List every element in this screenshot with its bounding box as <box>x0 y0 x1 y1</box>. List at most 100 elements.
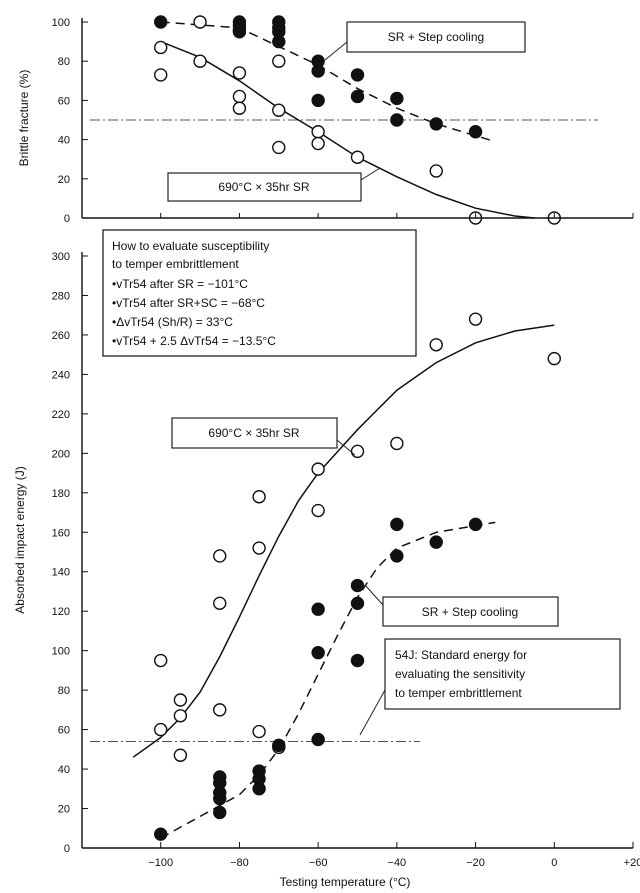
bottom-fit-curves <box>132 324 555 839</box>
y-tick-label: 260 <box>52 330 70 342</box>
open-data-point <box>173 693 188 707</box>
open-data-point <box>252 541 266 555</box>
filled-data-point <box>468 517 483 532</box>
eval-line-2: to temper embrittlement <box>112 257 239 271</box>
y-tick-label: 280 <box>52 290 70 302</box>
open-data-point <box>154 68 168 82</box>
filled-data-point <box>390 517 404 532</box>
open-data-point <box>193 54 207 68</box>
note-line-3: to temper embrittlement <box>395 686 522 700</box>
eval-line-6: •vTr54 + 2.5 ΔvTr54 = −13.5°C <box>112 334 276 348</box>
filled-data-point <box>350 578 365 593</box>
y-tick-label: 40 <box>58 135 70 147</box>
eval-line-4: •vTr54 after SR+SC = −68°C <box>112 296 265 310</box>
open-data-point <box>429 338 443 352</box>
filled-data-point <box>311 732 325 747</box>
bottom-y-axis-title: Absorbed impact energy (J) <box>13 466 27 613</box>
x-tick-label: −80 <box>230 857 249 869</box>
y-tick-label: 140 <box>52 567 70 579</box>
filled-data-point <box>350 596 365 611</box>
filled-data-point <box>311 64 325 78</box>
filled-data-point <box>311 602 325 616</box>
x-tick-label: −100 <box>148 857 173 869</box>
x-tick-label: −40 <box>388 857 407 869</box>
filled-data-point <box>311 93 325 108</box>
fit-curve-series-0 <box>132 324 555 758</box>
y-tick-label: 80 <box>58 56 70 68</box>
filled-data-point <box>390 549 404 563</box>
filled-data-point <box>429 117 443 131</box>
open-data-point <box>252 490 266 504</box>
y-tick-label: 120 <box>52 606 70 618</box>
filled-data-point <box>350 653 365 668</box>
mid-sr-label: 690°C × 35hr SR <box>171 417 356 456</box>
open-data-point <box>272 54 286 68</box>
x-tick-label: −20 <box>466 857 485 869</box>
brittle-fracture-panel: 0 20 40 60 80 100 Brittle fracture (%) <box>17 15 634 225</box>
y-tick-label: 240 <box>52 369 70 381</box>
filled-data-point <box>154 15 168 29</box>
top-y-axis-title: Brittle fracture (%) <box>17 70 31 167</box>
filled-data-point <box>350 89 365 104</box>
open-data-point <box>350 444 365 459</box>
filled-data-point <box>429 535 443 549</box>
filled-data-point <box>350 68 365 82</box>
open-data-point <box>232 101 247 115</box>
filled-data-point <box>213 805 227 820</box>
open-data-point <box>390 436 404 451</box>
open-data-point <box>213 549 227 563</box>
y-tick-label: 20 <box>58 804 70 816</box>
open-data-point <box>311 462 325 476</box>
standard-energy-note: 54J: Standard energy for evaluating the … <box>359 638 621 736</box>
top-step-cooling-label-text: SR + Step cooling <box>388 30 484 44</box>
open-data-point <box>350 150 365 164</box>
filled-data-point <box>390 113 404 127</box>
open-data-point <box>232 89 247 104</box>
y-tick-label: 80 <box>58 685 70 697</box>
filled-data-point <box>311 645 325 660</box>
x-axis-title: Testing temperature (°C) <box>280 875 411 889</box>
open-data-point <box>252 724 266 739</box>
y-tick-label: 220 <box>52 409 70 421</box>
open-data-point <box>154 653 168 668</box>
x-tick-label: −60 <box>309 857 328 869</box>
filled-data-point <box>272 34 286 49</box>
bottom-axes: 0 20 40 60 80 100 120 140 160 180 200 220 240 260 280 3… <box>52 251 640 869</box>
filled-data-point <box>468 125 483 139</box>
open-data-point <box>173 709 188 723</box>
y-tick-label: 160 <box>52 527 70 539</box>
eval-line-5: •ΔvTr54 (Sh/R) = 33°C <box>112 315 233 329</box>
open-data-point <box>311 125 325 139</box>
note-line-2: evaluating the sensitivity <box>395 667 525 681</box>
open-data-point <box>272 140 286 155</box>
top-axes: 0 20 40 60 80 100 <box>52 17 634 225</box>
filled-data-point <box>390 91 404 106</box>
top-sr-label-text: 690°C × 35hr SR <box>218 180 310 194</box>
top-sr-label: 690°C × 35hr SR <box>167 167 381 202</box>
filled-data-point <box>154 827 168 841</box>
open-data-point <box>173 748 188 762</box>
y-tick-label: 60 <box>58 725 70 737</box>
open-data-point <box>154 40 168 55</box>
mid-sr-label-text: 690°C × 35hr SR <box>208 426 300 440</box>
open-data-point <box>468 312 483 326</box>
eval-line-3: •vTr54 after SR = −101°C <box>112 277 248 291</box>
filled-data-point <box>272 738 286 753</box>
open-data-point <box>193 15 207 29</box>
open-data-point <box>154 722 168 737</box>
x-tick-label: 0 <box>551 857 557 869</box>
evaluation-box: How to evaluate susceptibility to temper… <box>102 229 417 357</box>
y-tick-label: 180 <box>52 488 70 500</box>
y-tick-label: 40 <box>58 764 70 776</box>
open-data-point <box>232 66 247 80</box>
mid-step-cooling-label-text: SR + Step cooling <box>422 605 518 619</box>
eval-line-1: How to evaluate susceptibility <box>112 239 269 253</box>
y-tick-label: 0 <box>64 843 70 855</box>
y-tick-label: 20 <box>58 174 70 186</box>
filled-data-point <box>232 25 247 39</box>
mid-step-cooling-label: SR + Step cooling <box>364 584 559 627</box>
y-tick-label: 300 <box>52 251 70 263</box>
y-tick-label: 0 <box>64 213 70 225</box>
y-tick-label: 200 <box>52 448 70 460</box>
